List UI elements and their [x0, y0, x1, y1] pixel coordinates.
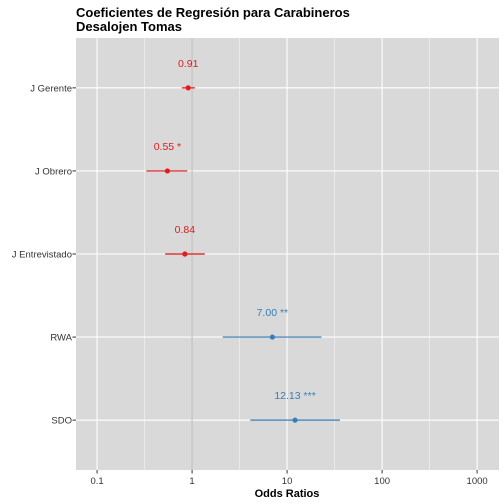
x-tick-label: 100: [374, 476, 390, 487]
estimate-point: [185, 85, 191, 91]
estimate-point: [292, 417, 298, 423]
estimate-point: [269, 334, 275, 340]
estimate-point: [164, 168, 171, 174]
chart-title: Coeficientes de Regresión para Carabiner…: [76, 5, 350, 34]
data-label: 7.00 **: [257, 307, 289, 319]
x-tick-label: 1000: [467, 476, 488, 487]
y-tick-label: J Gerente: [30, 83, 72, 94]
estimate-marks: 0.91 0.55 * 0.84 7.00 ** 12.13 ***: [146, 58, 340, 423]
chart-title-line-2: Desalojen Tomas: [76, 19, 182, 34]
data-label: 0.55 *: [154, 141, 181, 153]
y-axis: J Gerente J Obrero J Entrevistado RWA SDO: [12, 83, 76, 427]
y-tick-label: J Entrevistado: [12, 250, 72, 261]
x-axis-title: Odds Ratios: [255, 488, 320, 500]
y-tick-label: J Obrero: [35, 166, 72, 177]
x-axis: 0.1 1 10 100 1000: [90, 470, 488, 487]
data-label: 12.13 ***: [274, 390, 315, 402]
x-tick-label: 1: [189, 476, 194, 487]
data-label: 0.84: [175, 224, 196, 236]
y-tick-label: RWA: [50, 333, 72, 344]
x-tick-label: 10: [282, 476, 293, 487]
chart-title-line-1: Coeficientes de Regresión para Carabiner…: [76, 5, 350, 20]
estimate-point: [182, 251, 188, 257]
x-tick-label: 0.1: [90, 476, 103, 487]
y-tick-label: SDO: [51, 416, 72, 427]
data-label: 0.91: [178, 58, 199, 70]
